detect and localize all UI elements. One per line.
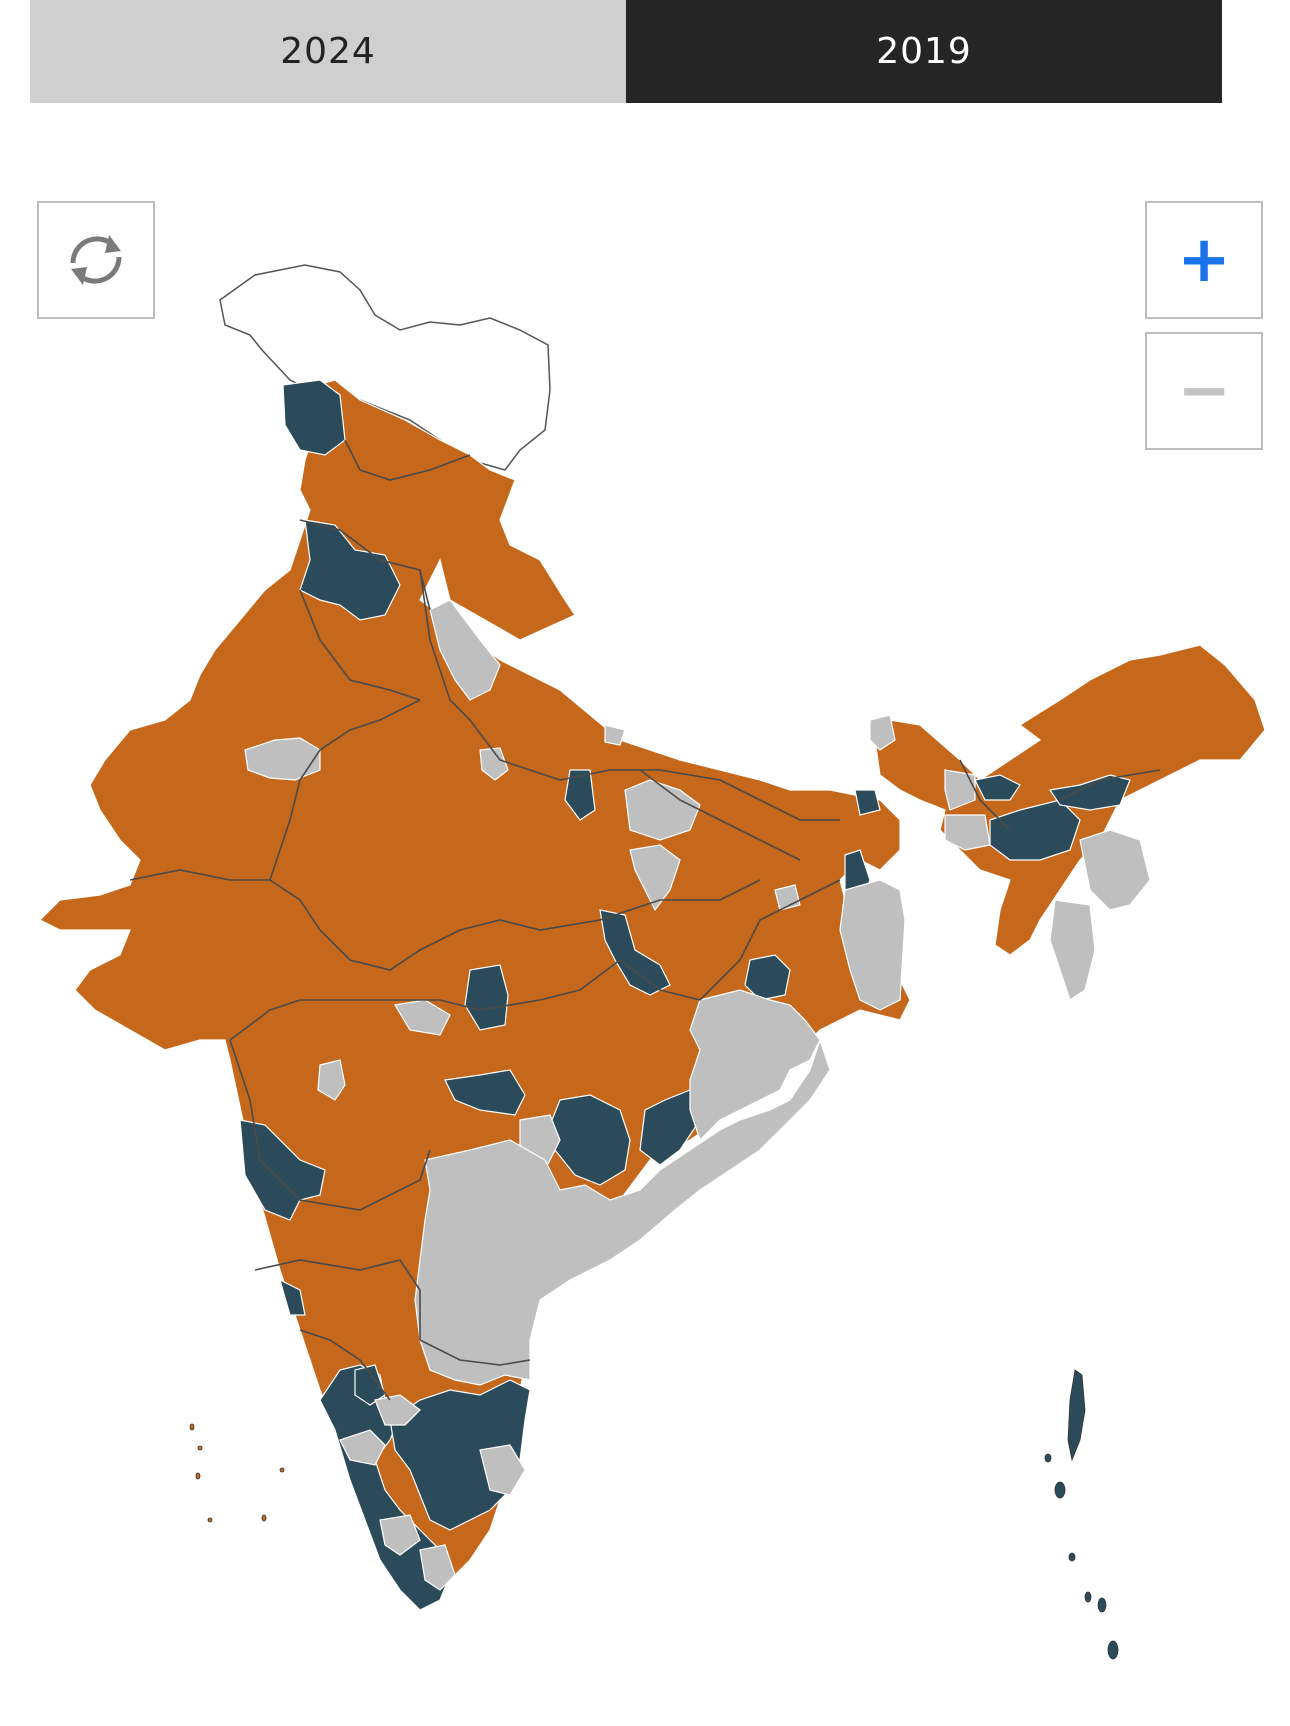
map-region[interactable] [944, 814, 991, 851]
map-region[interactable] [604, 724, 626, 746]
lakshadweep-islands [189, 1423, 285, 1523]
map-region[interactable] [282, 379, 346, 456]
zoom-out-button[interactable]: − [1145, 332, 1263, 450]
map-region[interactable] [854, 789, 881, 816]
tab-2024[interactable]: 2024 [30, 0, 626, 103]
map-region[interactable] [414, 1038, 831, 1386]
constituency-map[interactable] [0, 150, 1290, 1690]
tab-2019[interactable]: 2019 [626, 0, 1222, 103]
map-region[interactable] [429, 599, 501, 701]
map-region[interactable] [744, 954, 791, 1001]
map-region[interactable] [974, 774, 1021, 801]
reset-view-button[interactable] [37, 201, 155, 319]
map-region[interactable] [1079, 829, 1151, 911]
map-region[interactable] [339, 1429, 386, 1466]
map-region[interactable] [299, 519, 401, 621]
map-region[interactable] [317, 1059, 346, 1101]
map-region[interactable] [944, 769, 976, 811]
map-region[interactable] [1048, 774, 1131, 811]
map-region[interactable] [374, 1394, 421, 1426]
map-region[interactable] [689, 989, 821, 1142]
plus-icon: + [1177, 223, 1231, 297]
map-region[interactable] [464, 964, 509, 1031]
map-region-north-outline [219, 264, 551, 471]
minus-icon: − [1177, 354, 1231, 428]
map-region[interactable] [444, 1069, 526, 1116]
map-region[interactable] [479, 1444, 526, 1496]
andaman-nicobar-islands [1044, 1369, 1119, 1660]
refresh-icon [70, 235, 122, 285]
map-region[interactable] [394, 999, 451, 1036]
map-region[interactable] [639, 1089, 701, 1166]
map-region[interactable] [989, 799, 1081, 861]
map-region[interactable] [419, 1544, 456, 1591]
map-region[interactable] [279, 1278, 306, 1316]
zoom-in-button[interactable]: + [1145, 201, 1263, 319]
state-boundaries [129, 439, 1161, 1401]
map-region[interactable] [479, 747, 509, 781]
map-region[interactable] [239, 1119, 326, 1221]
gray-regions [244, 599, 1151, 1591]
map-region[interactable] [839, 879, 906, 1011]
map-region[interactable] [379, 1514, 421, 1556]
map-region[interactable] [244, 737, 321, 781]
map-region[interactable] [564, 769, 596, 821]
map-region[interactable] [1049, 899, 1096, 1001]
year-tabs: 2024 2019 [30, 0, 1222, 103]
map-region[interactable] [869, 714, 896, 751]
